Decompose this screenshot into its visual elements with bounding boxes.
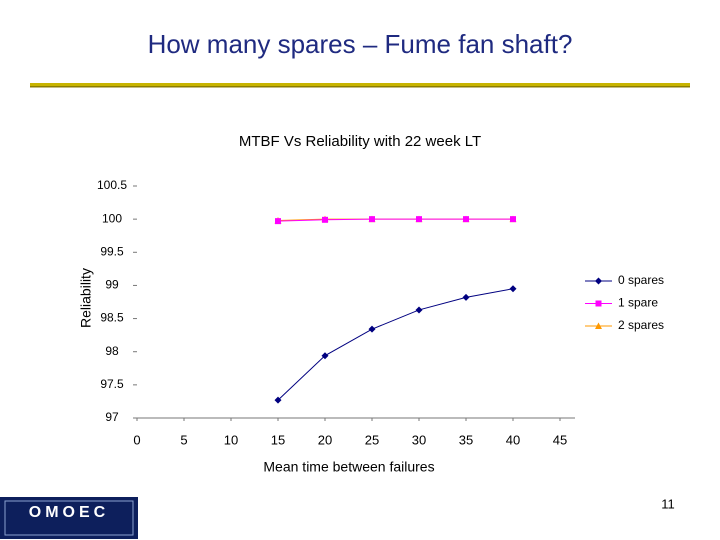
logo-frame	[4, 500, 134, 536]
marker	[595, 277, 602, 285]
marker	[510, 216, 516, 223]
marker	[416, 216, 422, 223]
chart-title: MTBF Vs Reliability with 22 week LT	[239, 133, 481, 150]
marker	[274, 396, 282, 404]
marker	[595, 322, 602, 329]
x-tick-label: 30	[412, 432, 426, 447]
x-tick-label: 5	[180, 432, 187, 447]
x-tick-label: 35	[459, 432, 473, 447]
legend-label: 0 spares	[618, 273, 664, 287]
series-line	[277, 288, 514, 401]
x-tick-label: 10	[224, 432, 238, 447]
x-tick-label: 0	[133, 432, 140, 447]
marker	[595, 300, 602, 307]
marker	[321, 352, 329, 360]
marker	[462, 293, 470, 301]
marker	[369, 216, 375, 223]
marker	[463, 216, 469, 223]
x-axis-label: Mean time between failures	[263, 459, 434, 475]
marker	[415, 306, 423, 314]
series-line	[277, 218, 513, 222]
title-rule	[30, 83, 690, 87]
slide-title: How many spares – Fume fan shaft?	[148, 29, 573, 59]
y-tick-label: 100.5	[97, 178, 127, 192]
logo-text: OMOEC	[29, 504, 109, 521]
legend-label: 2 spares	[618, 318, 664, 332]
y-tick-label: 100	[102, 211, 122, 225]
marker	[322, 216, 328, 223]
legend-label: 1 spare	[618, 296, 658, 310]
y-tick-label: 98.5	[100, 311, 124, 325]
y-axis-label: Reliability	[78, 268, 94, 328]
y-tick-label: 97.5	[100, 377, 124, 391]
y-tick-label: 98	[105, 344, 119, 358]
y-tick-label: 97	[105, 410, 119, 424]
x-tick-label: 25	[365, 432, 379, 447]
marker	[275, 218, 281, 225]
y-tick-label: 99	[105, 278, 119, 292]
page-number: 11	[661, 496, 675, 511]
logo-box	[0, 497, 138, 539]
marker	[509, 285, 517, 293]
x-tick-label: 15	[271, 432, 285, 447]
title-rule-shadow	[30, 86, 690, 88]
x-tick-label: 45	[553, 432, 567, 447]
marker	[368, 325, 376, 333]
x-tick-label: 20	[318, 432, 332, 447]
y-tick-label: 99.5	[100, 244, 124, 258]
x-tick-label: 40	[506, 432, 520, 447]
